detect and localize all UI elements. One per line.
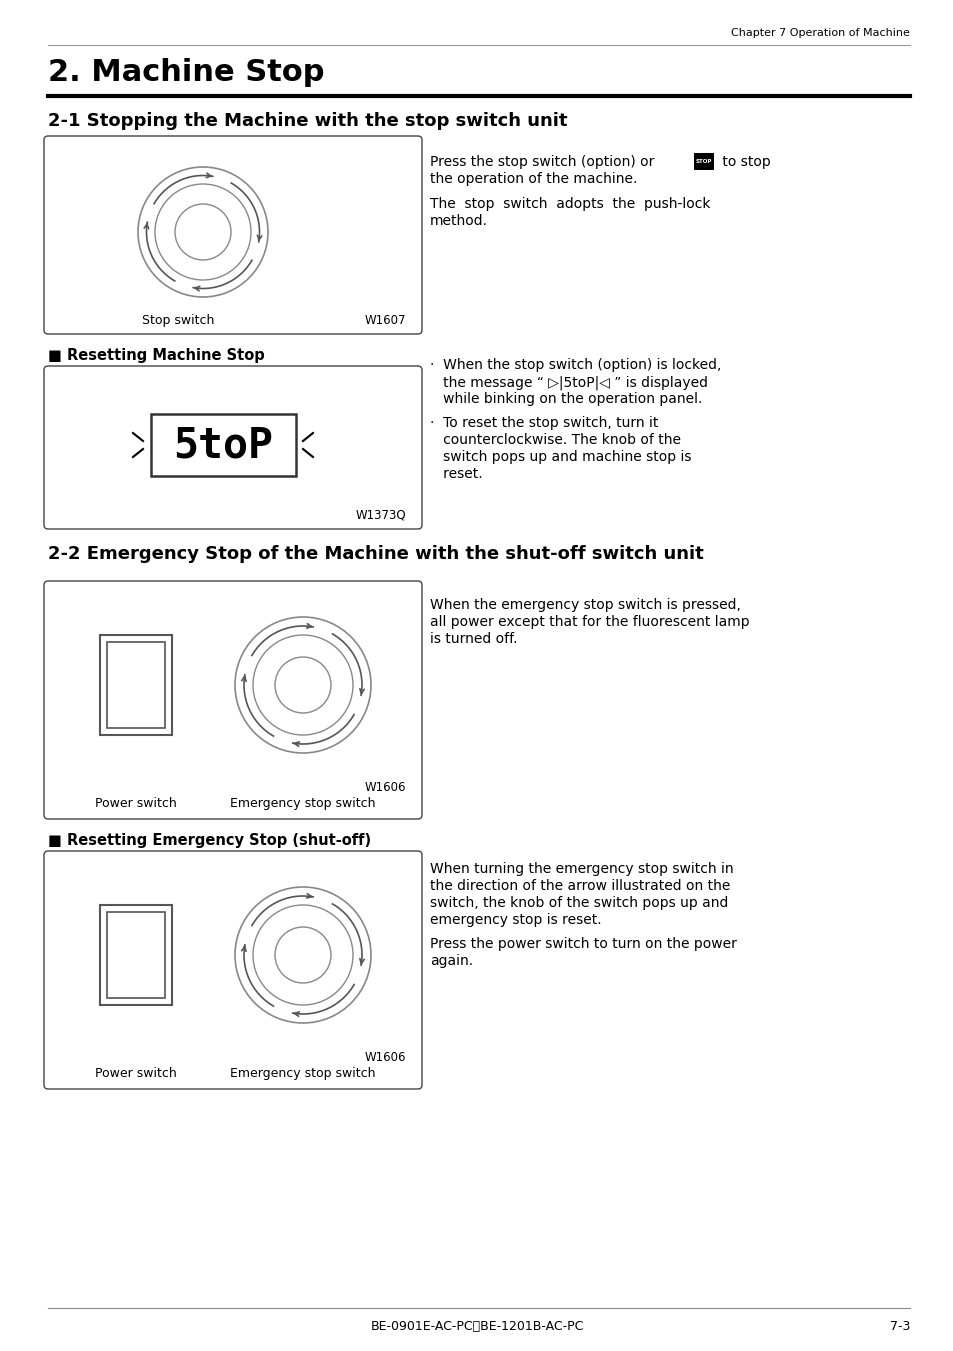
Bar bbox=[151, 413, 295, 476]
Text: ■ Resetting Machine Stop: ■ Resetting Machine Stop bbox=[48, 349, 265, 363]
Text: the operation of the machine.: the operation of the machine. bbox=[430, 172, 637, 186]
Bar bbox=[107, 912, 165, 998]
Text: reset.: reset. bbox=[430, 467, 482, 481]
Text: Power switch: Power switch bbox=[95, 1067, 176, 1079]
Text: STOP: STOP bbox=[695, 159, 712, 163]
Text: Power switch: Power switch bbox=[95, 797, 176, 811]
Text: method.: method. bbox=[430, 213, 488, 228]
Text: Emergency stop switch: Emergency stop switch bbox=[230, 1067, 375, 1079]
FancyBboxPatch shape bbox=[44, 136, 421, 334]
Text: counterclockwise. The knob of the: counterclockwise. The knob of the bbox=[430, 434, 680, 447]
Text: switch pops up and machine stop is: switch pops up and machine stop is bbox=[430, 450, 691, 463]
Text: 5toP: 5toP bbox=[172, 424, 273, 466]
FancyBboxPatch shape bbox=[44, 851, 421, 1089]
Text: W1606: W1606 bbox=[364, 1051, 406, 1065]
FancyBboxPatch shape bbox=[44, 581, 421, 819]
Text: When turning the emergency stop switch in: When turning the emergency stop switch i… bbox=[430, 862, 733, 875]
Text: 7-3: 7-3 bbox=[889, 1320, 909, 1333]
Text: switch, the knob of the switch pops up and: switch, the knob of the switch pops up a… bbox=[430, 896, 727, 911]
Text: W1606: W1606 bbox=[364, 781, 406, 794]
Text: Press the stop switch (option) or: Press the stop switch (option) or bbox=[430, 155, 654, 169]
Text: all power except that for the fluorescent lamp: all power except that for the fluorescen… bbox=[430, 615, 749, 630]
Text: again.: again. bbox=[430, 954, 473, 969]
Text: is turned off.: is turned off. bbox=[430, 632, 517, 646]
Text: The  stop  switch  adopts  the  push-lock: The stop switch adopts the push-lock bbox=[430, 197, 710, 211]
Text: ■ Resetting Emergency Stop (shut-off): ■ Resetting Emergency Stop (shut-off) bbox=[48, 834, 371, 848]
Text: W1373Q: W1373Q bbox=[355, 509, 406, 521]
Bar bbox=[693, 153, 713, 170]
Bar bbox=[107, 642, 165, 728]
Text: the direction of the arrow illustrated on the: the direction of the arrow illustrated o… bbox=[430, 880, 730, 893]
Bar bbox=[100, 905, 172, 1005]
Text: to stop: to stop bbox=[718, 155, 770, 169]
Text: Press the power switch to turn on the power: Press the power switch to turn on the po… bbox=[430, 938, 736, 951]
Text: 2. Machine Stop: 2. Machine Stop bbox=[48, 58, 324, 86]
FancyBboxPatch shape bbox=[44, 366, 421, 530]
Text: Emergency stop switch: Emergency stop switch bbox=[230, 797, 375, 811]
Text: ·  When the stop switch (option) is locked,: · When the stop switch (option) is locke… bbox=[430, 358, 720, 372]
Text: W1607: W1607 bbox=[364, 313, 406, 327]
Text: When the emergency stop switch is pressed,: When the emergency stop switch is presse… bbox=[430, 598, 740, 612]
Text: emergency stop is reset.: emergency stop is reset. bbox=[430, 913, 601, 927]
Text: BE-0901E-AC-PC・BE-1201B-AC-PC: BE-0901E-AC-PC・BE-1201B-AC-PC bbox=[370, 1320, 583, 1333]
Text: Chapter 7 Operation of Machine: Chapter 7 Operation of Machine bbox=[730, 28, 909, 38]
Text: the message “ ▷|5toP|◁ ” is displayed: the message “ ▷|5toP|◁ ” is displayed bbox=[430, 376, 707, 389]
Bar bbox=[100, 635, 172, 735]
Text: 2-1 Stopping the Machine with the stop switch unit: 2-1 Stopping the Machine with the stop s… bbox=[48, 112, 567, 130]
Text: ·  To reset the stop switch, turn it: · To reset the stop switch, turn it bbox=[430, 416, 658, 430]
Text: while binking on the operation panel.: while binking on the operation panel. bbox=[430, 392, 701, 407]
Text: 2-2 Emergency Stop of the Machine with the shut-off switch unit: 2-2 Emergency Stop of the Machine with t… bbox=[48, 544, 703, 563]
Text: Stop switch: Stop switch bbox=[142, 313, 214, 327]
